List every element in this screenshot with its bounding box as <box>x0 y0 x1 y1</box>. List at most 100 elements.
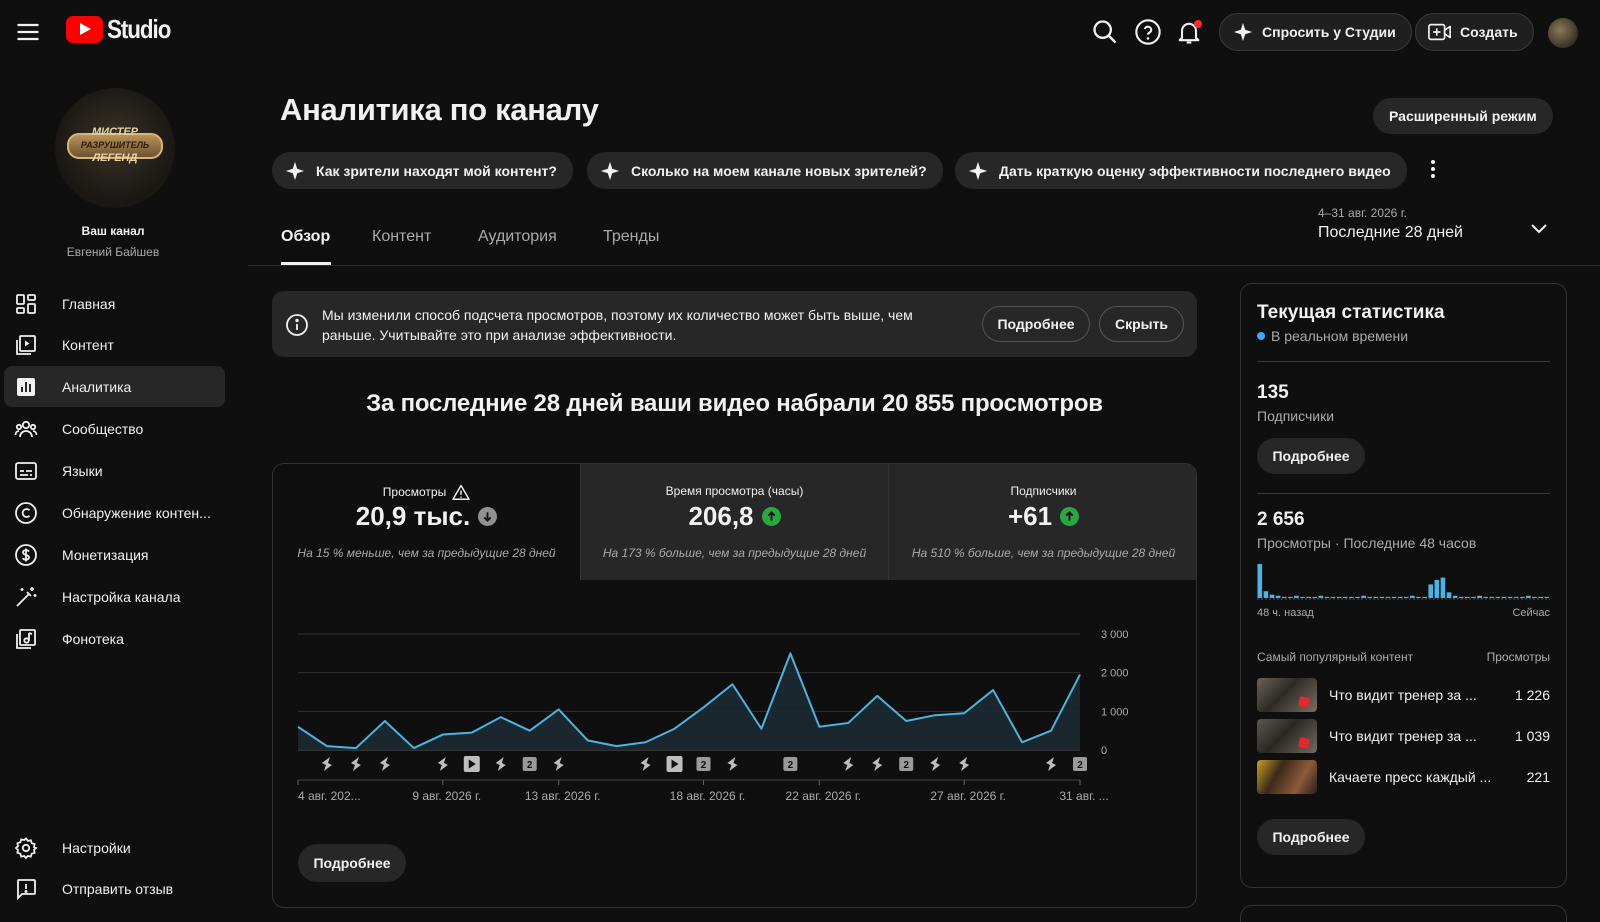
shorts-marker-icon[interactable] <box>640 757 651 771</box>
channel-avatar[interactable]: МИСТЕР РАЗРУШИТЕЛЬ ЛЕГЕНД <box>55 88 175 208</box>
ai-chip-new-viewers[interactable]: Сколько на моем канале новых зрителей? <box>587 152 943 189</box>
account-avatar[interactable] <box>1548 18 1578 48</box>
spark-bar <box>1483 596 1488 598</box>
x-tick-label: 9 авг. 2026 г. <box>412 789 481 803</box>
spark-bar <box>1391 596 1397 598</box>
page-title: Аналитика по каналу <box>280 92 599 127</box>
divider <box>1257 493 1550 494</box>
shorts-marker-icon[interactable] <box>437 757 448 771</box>
shorts-marker-icon[interactable] <box>350 757 361 771</box>
tab-content[interactable]: Контент <box>372 228 432 245</box>
warning-icon[interactable] <box>452 484 470 500</box>
notice-more-button[interactable]: Подробнее <box>982 306 1090 342</box>
audio-library-icon <box>16 628 36 649</box>
realtime-sparkline[interactable] <box>1257 564 1550 600</box>
create-button[interactable]: Создать <box>1415 13 1534 51</box>
shorts-marker-icon[interactable] <box>1046 757 1057 771</box>
sidebar-item-label: Сообщество <box>62 420 144 437</box>
shorts-marker-icon[interactable] <box>553 757 564 771</box>
tab-overview[interactable]: Обзор <box>281 228 331 245</box>
sidebar-item-customization[interactable]: Настройка канала <box>4 576 225 617</box>
multi-marker-icon[interactable] <box>522 757 537 771</box>
realtime-subscribers-value: 135 <box>1257 382 1289 403</box>
metric-views[interactable]: Просмотры 20,9 тыс. На 15 % меньше, чем … <box>273 464 580 580</box>
chip-label: Как зрители находят мой контент? <box>316 162 557 179</box>
chart-details-button[interactable]: Подробнее <box>298 844 406 882</box>
sidebar-item-analytics[interactable]: Аналитика <box>4 366 225 407</box>
shorts-marker-icon[interactable] <box>843 757 854 771</box>
top-content-row[interactable]: Что видит тренер за ... 1 226 <box>1257 677 1550 713</box>
video-thumbnail <box>1257 678 1317 712</box>
menu-icon[interactable] <box>14 18 42 46</box>
tab-audience[interactable]: Аудитория <box>478 228 557 245</box>
shorts-marker-icon[interactable] <box>495 757 506 771</box>
metric-subscribers[interactable]: Подписчики +61 На 510 % больше, чем за п… <box>888 464 1196 580</box>
x-tick-label: 22 авг. 2026 г. <box>786 789 862 803</box>
date-period-label[interactable]: Последние 28 дней <box>1318 224 1463 241</box>
x-tick-label: 31 авг. ... <box>1059 789 1108 803</box>
sidebar-item-audio-library[interactable]: Фонотека <box>4 618 225 659</box>
play-icon <box>468 759 476 769</box>
date-range: 4–31 авг. 2026 г. <box>1318 206 1407 220</box>
metric-label: Время просмотра (часы) <box>665 484 804 498</box>
spark-right-label: Сейчас <box>1512 607 1550 619</box>
multi-marker-icon[interactable] <box>899 757 914 771</box>
search-icon[interactable] <box>1091 18 1119 46</box>
shorts-marker-icon[interactable] <box>930 757 941 771</box>
shorts-marker-icon[interactable] <box>321 757 332 771</box>
notice-banner: Мы изменили способ подсчета просмотров, … <box>272 291 1197 357</box>
notifications-bell-icon[interactable] <box>1175 18 1203 46</box>
shorts-marker-icon[interactable] <box>379 757 390 771</box>
sparkle-icon <box>968 161 988 180</box>
views-chart[interactable]: 3 000 2 000 1 000 0 2 2 2 2 2 4 авг. 202... 9 авг.… <box>273 580 1197 820</box>
multi-marker-icon[interactable] <box>1073 757 1087 771</box>
shorts-marker-icon[interactable] <box>872 757 883 771</box>
spark-bar <box>1501 596 1507 598</box>
shorts-marker-icon[interactable] <box>727 757 738 771</box>
marker-count-label: 2 <box>788 760 794 771</box>
sidebar-item-label: Контент <box>62 336 114 353</box>
sidebar-item-monetization[interactable]: Монетизация <box>4 534 225 575</box>
advanced-mode-button[interactable]: Расширенный режим <box>1373 98 1553 134</box>
y-tick-label: 3 000 <box>1101 629 1129 641</box>
marker-count-label: 2 <box>527 760 533 771</box>
sidebar-item-label: Монетизация <box>62 546 149 563</box>
sidebar-item-settings[interactable]: Настройки <box>4 827 225 868</box>
shorts-marker-icon[interactable] <box>959 757 970 771</box>
channel-logo-text-3: ЛЕГЕНД <box>92 152 138 164</box>
help-icon[interactable] <box>1134 18 1162 46</box>
more-vert-icon[interactable] <box>1421 156 1445 182</box>
spark-bar <box>1312 596 1318 598</box>
sidebar-item-content[interactable]: Контент <box>4 324 225 365</box>
studio-logo[interactable]: Studio <box>66 14 181 45</box>
spark-bar <box>1257 564 1263 598</box>
sparkle-icon <box>1233 22 1253 42</box>
top-content-row[interactable]: Качаете пресс каждый ... 221 <box>1257 759 1550 795</box>
sidebar-item-feedback[interactable]: Отправить отзыв <box>4 868 225 909</box>
tab-trends[interactable]: Тренды <box>603 228 660 245</box>
metric-watch-time[interactable]: Время просмотра (часы) 206,8 На 173 % бо… <box>580 464 888 580</box>
y-tick-label: 0 <box>1101 745 1107 757</box>
top-content-details-button[interactable]: Подробнее <box>1257 819 1365 855</box>
spark-bar <box>1281 596 1287 598</box>
sidebar-item-content-detection[interactable]: Обнаружение контен... <box>4 492 225 533</box>
ai-chip-last-video[interactable]: Дать краткую оценку эффективности послед… <box>955 152 1407 189</box>
spark-bar <box>1526 595 1531 598</box>
spark-bar <box>1324 596 1330 598</box>
top-content-row[interactable]: Что видит тренер за ... 1 039 <box>1257 718 1550 754</box>
ask-studio-button[interactable]: Спросить у Студии <box>1219 13 1412 51</box>
notice-hide-button[interactable]: Скрыть <box>1099 306 1184 342</box>
spark-bar <box>1294 595 1299 598</box>
sidebar-item-languages[interactable]: Языки <box>4 450 225 491</box>
multi-marker-icon[interactable] <box>696 757 711 771</box>
sidebar-item-community[interactable]: Сообщество <box>4 408 225 449</box>
ai-chip-discovery[interactable]: Как зрители находят мой контент? <box>272 152 573 189</box>
spark-bar <box>1489 596 1495 598</box>
sidebar-item-dashboard[interactable]: Главная <box>4 283 225 324</box>
multi-marker-icon[interactable] <box>783 757 798 771</box>
chevron-down-icon[interactable] <box>1527 216 1551 240</box>
thumbnail-badge-icon <box>1298 737 1310 749</box>
sparkle-icon <box>600 161 620 180</box>
subscribers-details-button[interactable]: Подробнее <box>1257 438 1365 474</box>
chip-label: Сколько на моем канале новых зрителей? <box>631 162 927 179</box>
